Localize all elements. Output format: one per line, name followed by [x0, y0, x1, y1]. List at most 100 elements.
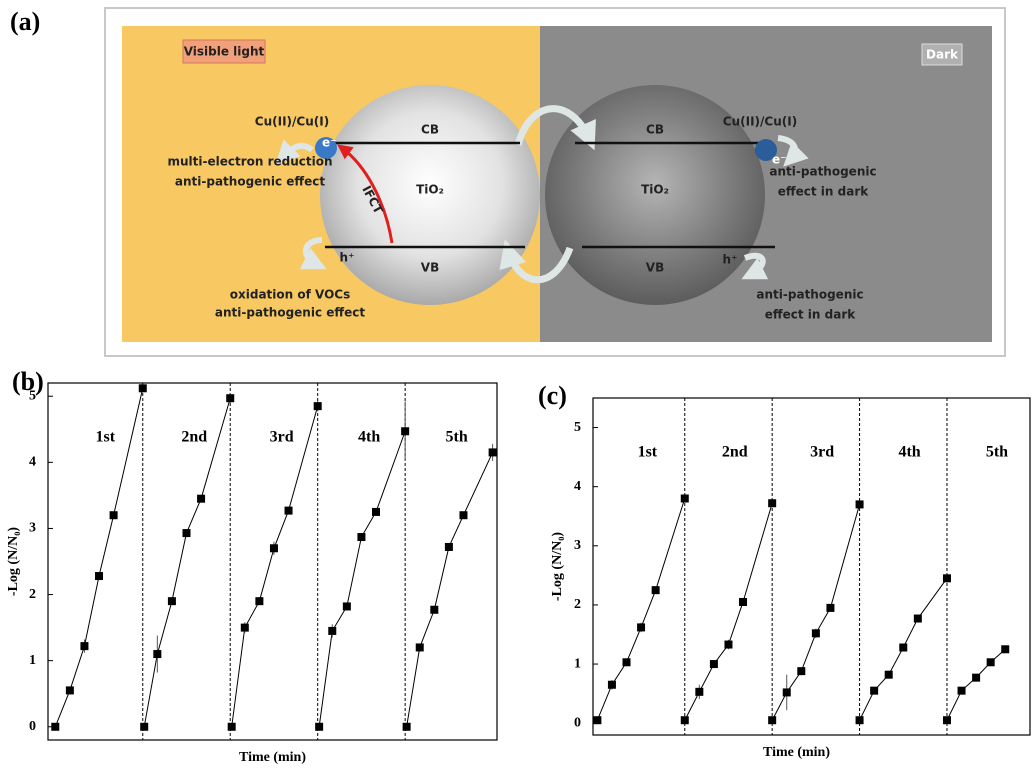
label: CB — [646, 123, 664, 137]
data-point — [797, 667, 805, 675]
data-point — [416, 643, 424, 651]
data-point — [140, 723, 148, 731]
data-point — [899, 643, 907, 651]
data-point — [739, 598, 747, 606]
data-line — [319, 431, 405, 727]
label: anti-pathogenic — [769, 165, 876, 179]
data-point — [943, 716, 951, 724]
y-tick-label: 0 — [574, 715, 581, 730]
y-tick-label: 1 — [29, 653, 36, 668]
data-point — [182, 529, 190, 537]
badge-text: Visible light — [184, 45, 265, 59]
cycle-label: 3rd — [810, 444, 834, 461]
data-point — [110, 511, 118, 519]
data-point — [357, 533, 365, 541]
data-point — [826, 604, 834, 612]
data-point — [139, 384, 147, 392]
data-point — [958, 687, 966, 695]
cycle-label: 4th — [898, 444, 920, 461]
y-tick-label: 0 — [29, 719, 36, 734]
data-point — [724, 641, 732, 649]
y-tick-label: 4 — [574, 479, 581, 494]
data-point — [315, 723, 323, 731]
cycle-label: 5th — [986, 444, 1008, 461]
data-point — [783, 688, 791, 696]
y-tick-label: 5 — [29, 388, 36, 403]
data-point — [652, 586, 660, 594]
data-point — [623, 658, 631, 666]
data-point — [885, 671, 893, 679]
label: anti-pathogenic effect — [215, 306, 365, 320]
data-point — [856, 500, 864, 508]
data-line — [947, 649, 1005, 720]
data-point — [608, 681, 616, 689]
label: anti-pathogenic — [756, 288, 863, 302]
data-point — [768, 499, 776, 507]
panel-label: (b) — [12, 367, 44, 396]
label: TiO₂ — [641, 183, 669, 197]
y-tick-label: 2 — [29, 587, 36, 602]
data-point — [403, 723, 411, 731]
badge-text: Dark — [926, 48, 959, 62]
data-point — [255, 597, 263, 605]
cycle-label: 4th — [358, 429, 380, 446]
data-point — [593, 716, 601, 724]
data-point — [343, 602, 351, 610]
panel-label: (c) — [538, 381, 567, 410]
y-axis-label: -Log (N/N₀) — [550, 532, 565, 601]
data-line — [407, 452, 493, 726]
data-point — [314, 402, 322, 410]
cycle-label: 3rd — [270, 429, 294, 446]
figure: (a) Visible light Dark Cu(II)/Cu(I) e⁻ C… — [0, 0, 1033, 768]
label: VB — [421, 261, 439, 275]
data-point — [972, 674, 980, 682]
label: anti-pathogenic effect — [175, 175, 325, 189]
label: h⁺ — [723, 253, 738, 267]
y-tick-label: 3 — [574, 538, 581, 553]
y-tick-label: 2 — [574, 597, 581, 612]
data-point — [328, 627, 336, 635]
data-point — [1001, 645, 1009, 653]
label: Cu(II)/Cu(I) — [723, 115, 797, 129]
y-tick-label: 1 — [574, 656, 581, 671]
label: e⁻ — [322, 136, 336, 150]
label: Cu(II)/Cu(I) — [255, 115, 329, 129]
data-point — [914, 615, 922, 623]
data-line — [685, 503, 772, 720]
x-axis-label: Time (min) — [239, 750, 306, 765]
cycle-label: 1st — [638, 444, 658, 461]
data-point — [695, 688, 703, 696]
label: multi-electron reduction — [167, 155, 332, 169]
label: effect in dark — [778, 185, 869, 199]
data-point — [270, 544, 278, 552]
data-point — [445, 543, 453, 551]
data-point — [153, 650, 161, 658]
cycle-label: 5th — [445, 429, 467, 446]
data-point — [681, 495, 689, 503]
data-point — [430, 606, 438, 614]
data-line — [772, 504, 859, 720]
y-tick-label: 3 — [29, 521, 36, 536]
y-tick-label: 4 — [29, 455, 36, 470]
label: effect in dark — [765, 308, 856, 322]
data-point — [168, 597, 176, 605]
y-axis-label: -Log (N/N₀) — [6, 527, 21, 596]
data-point — [637, 623, 645, 631]
data-point — [870, 687, 878, 695]
data-point — [943, 574, 951, 582]
cycle-label: 1st — [96, 429, 116, 446]
data-point — [285, 507, 293, 515]
data-point — [197, 495, 205, 503]
data-point — [66, 686, 74, 694]
data-point — [459, 511, 467, 519]
y-tick-label: 5 — [574, 420, 581, 435]
data-point — [768, 716, 776, 724]
label: CB — [421, 123, 439, 137]
data-point — [372, 508, 380, 516]
cycle-label: 2nd — [722, 444, 748, 461]
cycle-label: 2nd — [181, 429, 207, 446]
data-point — [226, 394, 234, 402]
data-point — [681, 716, 689, 724]
data-point — [987, 658, 995, 666]
data-line — [144, 398, 230, 727]
